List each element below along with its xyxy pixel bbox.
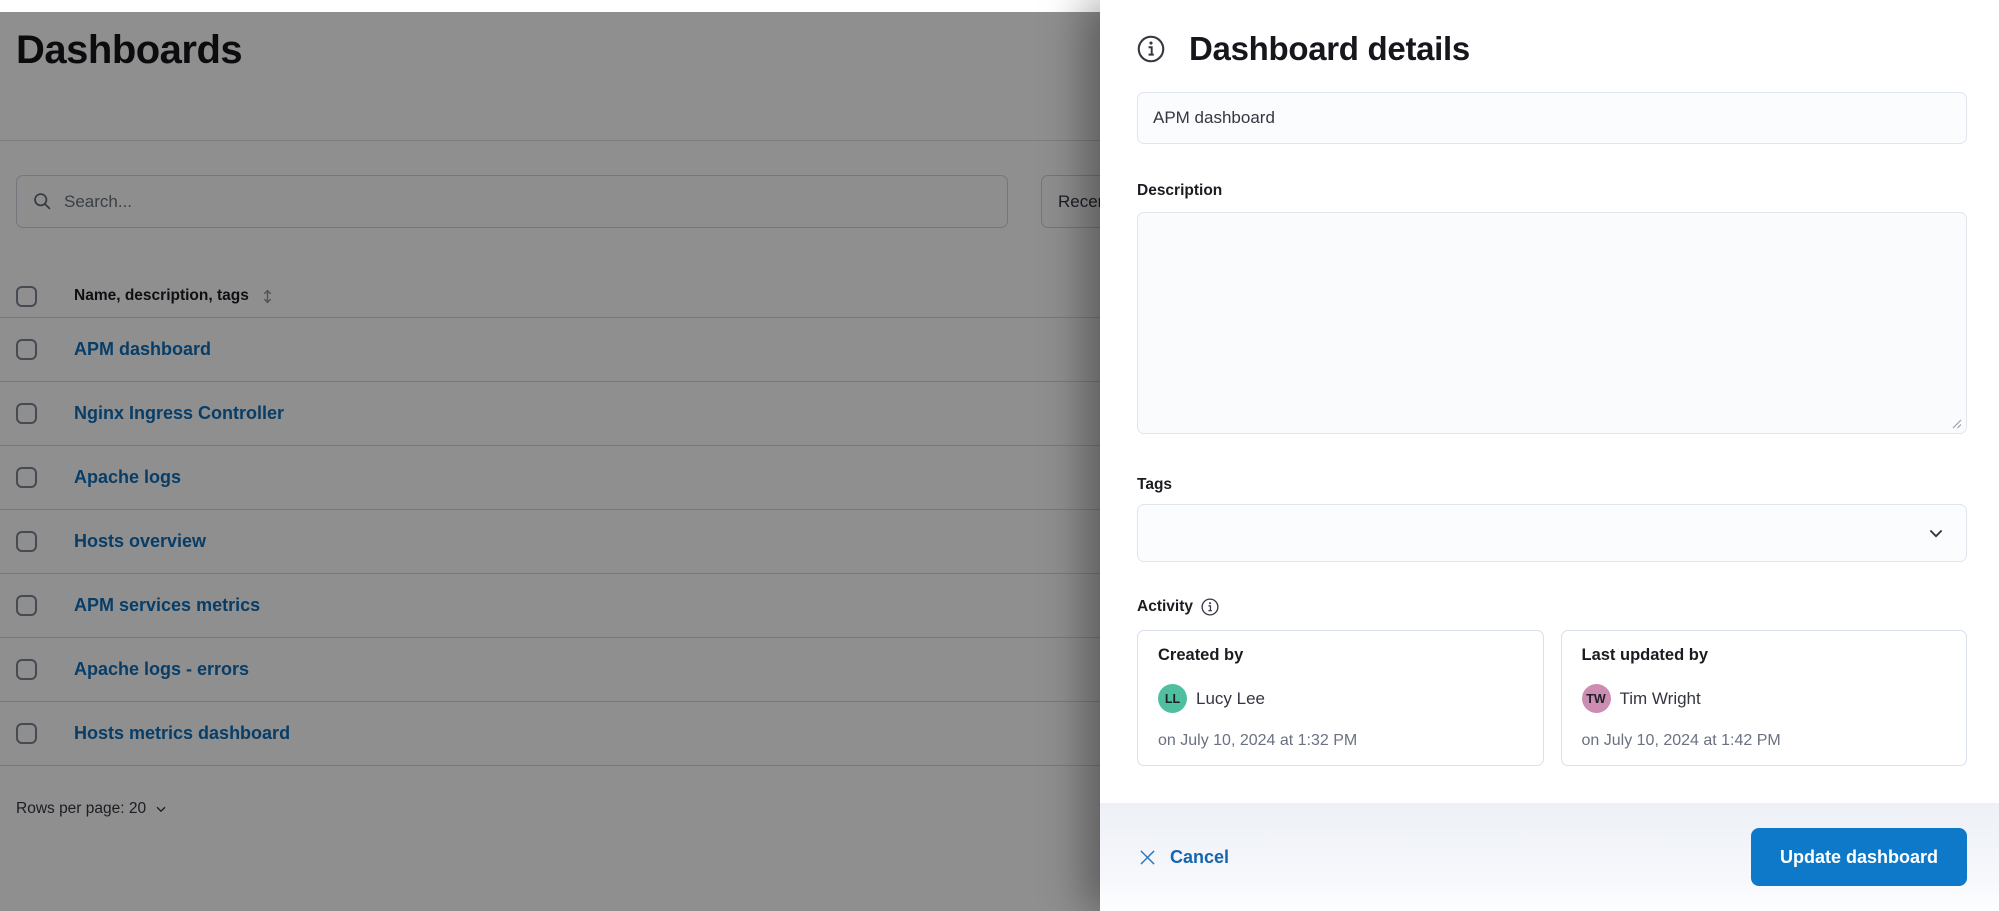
table-row: APM services metrics: [0, 574, 1160, 638]
dashboard-link[interactable]: APM services metrics: [74, 595, 261, 615]
description-field: [1137, 212, 1967, 434]
row-checkbox[interactable]: [16, 723, 37, 744]
last-updated-date: on July 10, 2024 at 1:42 PM: [1581, 732, 1781, 749]
chevron-down-icon: [1926, 523, 1946, 543]
sort-icon[interactable]: [259, 288, 276, 305]
chevron-down-icon: [154, 802, 168, 816]
dashboard-link[interactable]: Hosts overview: [74, 531, 207, 551]
description-label: Description: [1137, 182, 1223, 199]
row-checkbox[interactable]: [16, 339, 37, 360]
created-by-label: Created by: [1158, 646, 1244, 664]
activity-cards: Created by LL Lucy Lee on July 10, 2024 …: [1137, 630, 1967, 766]
flyout-title: Dashboard details: [1189, 30, 1470, 67]
update-dashboard-button[interactable]: Update dashboard: [1750, 828, 1967, 886]
info-icon: [1137, 35, 1165, 63]
flyout-footer: Cancel Update dashboard: [1100, 803, 1999, 911]
table-row: Apache logs - errors: [0, 638, 1160, 702]
rows-per-page[interactable]: Rows per page: 20: [16, 800, 168, 818]
flyout-overlay[interactable]: [0, 12, 1100, 911]
last-updated-by-label: Last updated by: [1581, 646, 1709, 664]
activity-info-icon[interactable]: [1201, 598, 1219, 616]
dashboard-link[interactable]: Hosts metrics dashboard: [74, 723, 291, 743]
cancel-button-label: Cancel: [1170, 846, 1230, 867]
search-icon: [33, 192, 52, 211]
select-all-checkbox[interactable]: [16, 285, 37, 307]
table-row: Nginx Ingress Controller: [0, 382, 1160, 446]
created-date: on July 10, 2024 at 1:32 PM: [1158, 732, 1358, 749]
row-checkbox[interactable]: [16, 403, 37, 424]
user-name: Tim Wright: [1619, 688, 1701, 708]
avatar: LL: [1158, 684, 1187, 713]
dashboard-details-flyout: Dashboard details Description Tags Activ…: [1100, 0, 1999, 911]
avatar: TW: [1581, 684, 1611, 713]
dashboard-link[interactable]: Apache logs - errors: [74, 659, 250, 679]
description-textarea[interactable]: [1137, 212, 1967, 434]
row-checkbox[interactable]: [16, 659, 37, 680]
table-row: APM dashboard: [0, 318, 1160, 382]
table-row: Apache logs: [0, 446, 1160, 510]
activity-section-label: Activity: [1137, 598, 1219, 616]
flyout-header: Dashboard details: [1137, 30, 1470, 68]
rows-per-page-label: Rows per page: 20: [16, 800, 147, 817]
header-divider: [0, 140, 1160, 141]
created-by-user: LL Lucy Lee: [1158, 684, 1523, 713]
tags-combobox[interactable]: [1137, 504, 1967, 562]
row-checkbox[interactable]: [16, 467, 37, 488]
dashboard-name-input[interactable]: [1137, 92, 1967, 144]
last-updated-by-user: TW Tim Wright: [1581, 684, 1947, 713]
last-updated-by-card: Last updated by TW Tim Wright on July 10…: [1560, 630, 1967, 766]
created-by-card: Created by LL Lucy Lee on July 10, 2024 …: [1137, 630, 1544, 766]
row-checkbox[interactable]: [16, 595, 37, 616]
activity-label: Activity: [1137, 598, 1193, 615]
dashboard-link[interactable]: APM dashboard: [74, 339, 212, 359]
row-checkbox[interactable]: [16, 531, 37, 552]
table-header-row: Name, description, tags: [0, 275, 1160, 318]
sort-button-label: Recer: [1058, 191, 1104, 211]
close-icon: [1140, 849, 1155, 865]
search-input[interactable]: [64, 191, 991, 212]
table-header-label: Name, description, tags: [74, 287, 249, 304]
table-row: Hosts metrics dashboard: [0, 702, 1160, 766]
tags-label: Tags: [1137, 476, 1173, 493]
page-title: Dashboards: [16, 28, 243, 72]
dashboard-link[interactable]: Nginx Ingress Controller: [74, 403, 285, 423]
resize-handle-icon[interactable]: [1951, 418, 1962, 429]
search-bar: [16, 175, 1008, 228]
cancel-button[interactable]: Cancel: [1137, 847, 1229, 868]
dashboards-table: Name, description, tags APM dashboard Ng…: [0, 275, 1160, 766]
dashboard-link[interactable]: Apache logs: [74, 467, 182, 487]
table-row: Hosts overview: [0, 510, 1160, 574]
user-name: Lucy Lee: [1196, 688, 1265, 708]
